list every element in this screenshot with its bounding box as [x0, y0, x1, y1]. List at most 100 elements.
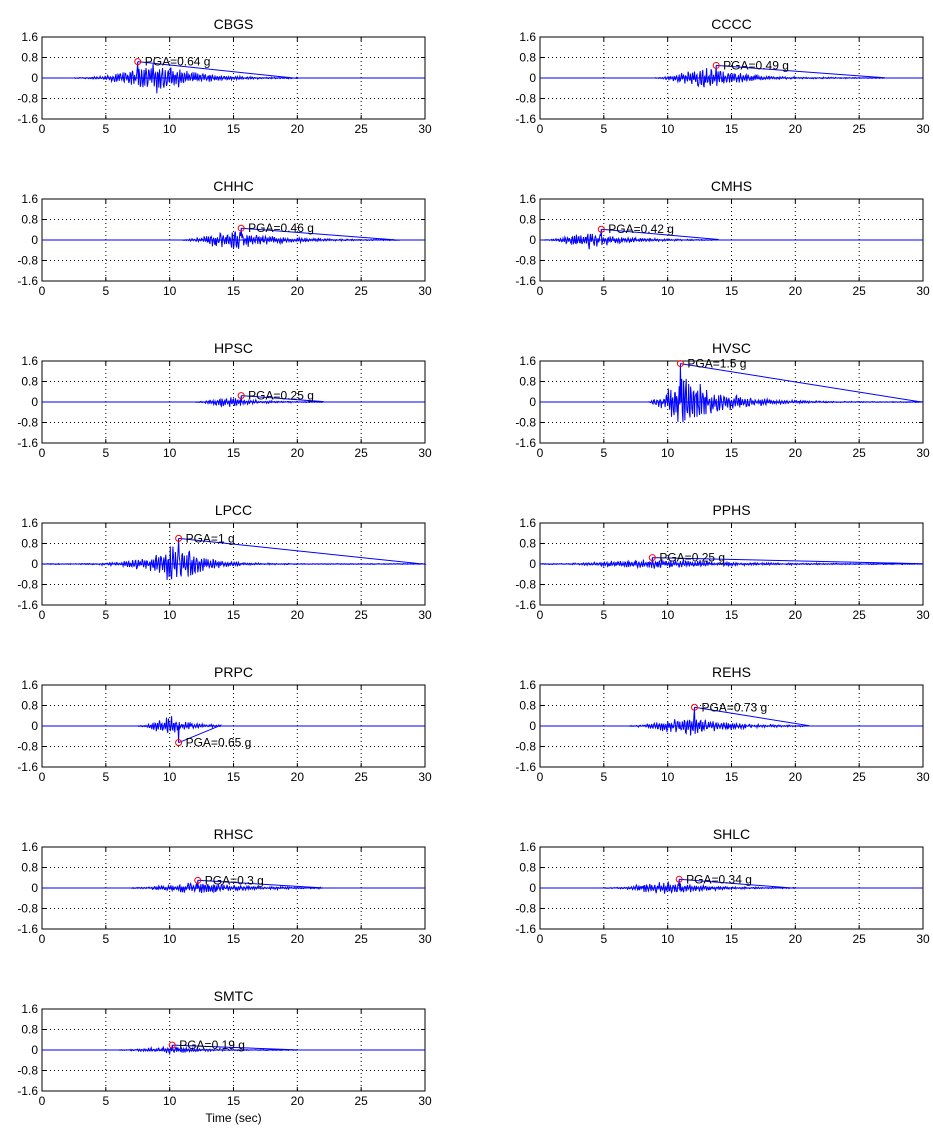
- plot-chhc-pga-marker: [237, 224, 245, 232]
- plot-prpc-pga-label: PGA=0.65 g: [186, 736, 252, 750]
- plot-lpcc-xtick-label: 30: [418, 608, 432, 622]
- plot-lpcc-xtick-label: 20: [291, 608, 305, 622]
- plot-smtc-xtick-label: 0: [39, 1094, 46, 1108]
- plot-rehs-ytick-label: 0.8: [519, 699, 536, 713]
- plot-hvsc-xtick-label: 20: [789, 446, 803, 460]
- plot-hvsc-ytick-label: 1.6: [519, 354, 536, 368]
- plot-cmhs-pga-marker: [597, 225, 605, 233]
- plot-rehs-xtick-label: 0: [537, 770, 544, 784]
- plot-hvsc-xtick-label: 30: [916, 446, 930, 460]
- plot-cbgs-title: CBGS: [214, 16, 254, 32]
- plot-rhsc-xtick-label: 5: [102, 932, 109, 946]
- plot-prpc-trace: [137, 716, 222, 744]
- plot-pphs-title: PPHS: [712, 502, 750, 518]
- plot-hpsc-ytick-label: 0: [31, 395, 38, 409]
- plot-hvsc: HVSC 0 5 10 15 20 25 30 1.6 0.8 0 -0.8 -1.6 PGA=1.5 g: [515, 340, 930, 460]
- plot-pphs-xtick-label: 0: [537, 608, 544, 622]
- plot-lpcc-trace: [41, 537, 427, 581]
- plot-cbgs: CBGS 0 5 10 15 20 25 30 1.6 0.8 0 -0.8 -1.6 PGA=0.64 …: [17, 16, 432, 136]
- plot-pphs: PPHS 0 5 10 15 20 25 30 1.6 0.8 0 -0.8 -1.6 PGA=0.25 …: [515, 502, 930, 622]
- plot-hvsc-pga-marker: [676, 360, 684, 368]
- plot-rehs-title: REHS: [712, 664, 751, 680]
- plot-shlc-ytick-label: 0: [529, 881, 536, 895]
- plot-cbgs-trace: [73, 61, 299, 94]
- plot-cmhs-xtick-label: 0: [537, 284, 544, 298]
- plot-rhsc-trace: [131, 879, 324, 894]
- plot-hvsc-xtick-label: 10: [661, 446, 675, 460]
- plot-prpc-xtick-label: 5: [102, 770, 109, 784]
- plot-hpsc-pga-marker: [237, 392, 245, 400]
- plot-cmhs-ytick-label: 0.8: [519, 213, 536, 227]
- plot-smtc: SMTC 0 5 10 15 20 25 30 1.6 0.8 0 -0.8 -1.6 PGA=0.19 …: [17, 988, 432, 1125]
- plot-rhsc-pga-marker: [194, 876, 202, 884]
- plot-hvsc-xtick-label: 15: [725, 446, 739, 460]
- plot-chhc-ytick-label: 1.6: [21, 192, 38, 206]
- plot-smtc-pga-marker: [168, 1041, 176, 1049]
- plot-rehs-xtick-label: 25: [852, 770, 866, 784]
- plot-chhc-title: CHHC: [213, 178, 253, 194]
- plot-smtc-ytick-label: 0: [31, 1043, 38, 1057]
- plot-cccc: CCCC 0 5 10 15 20 25 30 1.6 0.8 0 -0.8 -1.6 PGA=0.49 …: [515, 16, 930, 136]
- plot-chhc-xtick-label: 30: [418, 284, 432, 298]
- plot-shlc-xtick-label: 5: [600, 932, 607, 946]
- plot-prpc-xtick-label: 25: [354, 770, 368, 784]
- plot-hpsc-xtick-label: 15: [227, 446, 241, 460]
- plot-shlc-ytick-label: 1.6: [519, 840, 536, 854]
- plot-rhsc-xtick-label: 20: [291, 932, 305, 946]
- plot-hpsc-ytick-label: 0.8: [21, 375, 38, 389]
- plot-shlc-xtick-label: 10: [661, 932, 675, 946]
- plot-cccc-pga-marker: [712, 61, 720, 69]
- plot-prpc-ytick-label: -1.6: [17, 760, 38, 774]
- plot-hvsc-pga-label: PGA=1.5 g: [687, 357, 746, 371]
- plot-pphs-xtick-label: 20: [789, 608, 803, 622]
- plot-hvsc-ytick-label: 0: [529, 395, 536, 409]
- plot-smtc-xlabel: Time (sec): [205, 1111, 261, 1125]
- plot-lpcc-ytick-label: -1.6: [17, 598, 38, 612]
- plot-cmhs-title: CMHS: [711, 178, 752, 194]
- plot-cccc-pga-label: PGA=0.49 g: [723, 58, 789, 72]
- plot-lpcc-ytick-label: 0: [31, 557, 38, 571]
- plot-cmhs-ytick-label: -0.8: [515, 254, 536, 268]
- plot-rehs-pga-marker: [690, 703, 698, 711]
- plot-cmhs-xtick-label: 10: [661, 284, 675, 298]
- plot-chhc-ytick-label: -0.8: [17, 254, 38, 268]
- plot-chhc-ytick-label: 0: [31, 233, 38, 247]
- plot-chhc-trace: [182, 227, 400, 250]
- plot-cbgs-xtick-label: 15: [227, 122, 241, 136]
- plot-cccc-ytick-label: 0.8: [519, 51, 536, 65]
- plot-lpcc: LPCC 0 5 10 15 20 25 30 1.6 0.8 0 -0.8 -1.6 PGA=1 g: [17, 502, 432, 622]
- plot-hvsc-trace: [648, 363, 924, 423]
- plot-cccc-xtick-label: 25: [852, 122, 866, 136]
- plot-cccc-xtick-label: 0: [537, 122, 544, 136]
- plot-lpcc-xtick-label: 15: [227, 608, 241, 622]
- plot-smtc-trace: [118, 1044, 298, 1056]
- plot-cccc-trace: [654, 64, 885, 88]
- plot-rhsc-pga-label: PGA=0.3 g: [205, 873, 264, 887]
- plot-lpcc-xtick-label: 25: [354, 608, 368, 622]
- plot-cbgs-xtick-label: 0: [39, 122, 46, 136]
- plot-prpc-ytick-label: 1.6: [21, 678, 38, 692]
- plot-shlc-trace: [603, 878, 796, 895]
- plot-hpsc-pga-label: PGA=0.25 g: [248, 389, 314, 403]
- plot-prpc-ytick-label: 0: [31, 719, 38, 733]
- plot-chhc: CHHC 0 5 10 15 20 25 30 1.6 0.8 0 -0.8 -1.6 PGA=0.46 …: [17, 178, 432, 298]
- plot-rehs-ytick-label: 0: [529, 719, 536, 733]
- plot-smtc-ytick-label: -1.6: [17, 1084, 38, 1098]
- plot-lpcc-ytick-label: 1.6: [21, 516, 38, 530]
- plot-hpsc-title: HPSC: [214, 340, 253, 356]
- plot-shlc-pga-marker: [675, 875, 683, 883]
- plot-cmhs-xtick-label: 5: [600, 284, 607, 298]
- plot-shlc-xtick-label: 30: [916, 932, 930, 946]
- plot-pphs-xtick-label: 5: [600, 608, 607, 622]
- plot-shlc-ytick-label: -0.8: [515, 902, 536, 916]
- plot-cmhs-pga-label: PGA=0.42 g: [608, 222, 674, 236]
- plot-rhsc-ytick-label: -1.6: [17, 922, 38, 936]
- plot-cbgs-ytick-label: -1.6: [17, 112, 38, 126]
- plot-rehs: REHS 0 5 10 15 20 25 30 1.6 0.8 0 -0.8 -1.6 PGA=0.73 …: [515, 664, 930, 784]
- plot-cbgs-ytick-label: -0.8: [17, 92, 38, 106]
- plot-chhc-xtick-label: 15: [227, 284, 241, 298]
- plot-rhsc-ytick-label: 1.6: [21, 840, 38, 854]
- plot-hvsc-title: HVSC: [712, 340, 751, 356]
- plot-prpc-title: PRPC: [214, 664, 253, 680]
- plot-hpsc-xtick-label: 10: [163, 446, 177, 460]
